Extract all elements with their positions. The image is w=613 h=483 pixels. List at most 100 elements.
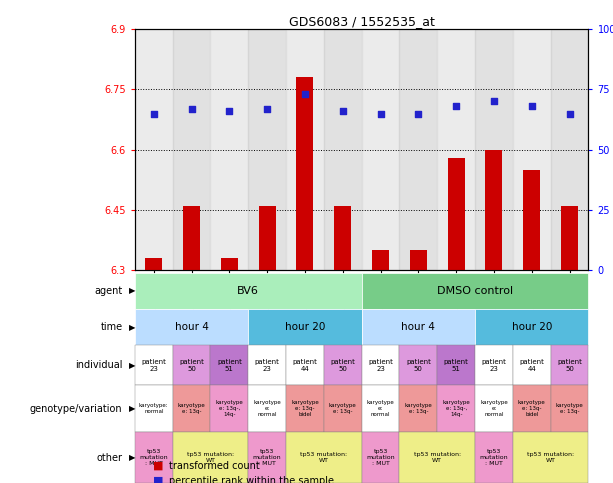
Bar xyxy=(286,432,362,483)
Bar xyxy=(475,309,588,345)
Text: karyotype
e: 13q-
bidel: karyotype e: 13q- bidel xyxy=(291,400,319,417)
Text: tp53 mutation:
WT: tp53 mutation: WT xyxy=(414,452,461,463)
Point xyxy=(527,102,537,110)
Bar xyxy=(362,385,400,432)
Title: GDS6083 / 1552535_at: GDS6083 / 1552535_at xyxy=(289,15,435,28)
Text: tp53
mutation
: MUT: tp53 mutation : MUT xyxy=(479,449,508,466)
Bar xyxy=(362,345,400,385)
Point xyxy=(262,105,272,113)
Bar xyxy=(400,345,437,385)
Bar xyxy=(286,29,324,270)
Bar xyxy=(513,385,550,432)
Bar xyxy=(135,273,362,309)
Bar xyxy=(447,158,465,270)
Bar xyxy=(135,29,173,270)
Text: percentile rank within the sample: percentile rank within the sample xyxy=(169,476,333,483)
Bar xyxy=(135,309,248,345)
Bar xyxy=(286,345,324,385)
Bar xyxy=(248,309,362,345)
Bar xyxy=(334,206,351,270)
Bar xyxy=(362,29,400,270)
Text: time: time xyxy=(101,322,123,332)
Bar xyxy=(400,29,437,270)
Point xyxy=(565,110,574,117)
Bar xyxy=(524,170,540,270)
Point xyxy=(149,110,159,117)
Bar xyxy=(475,432,513,483)
Bar xyxy=(513,345,550,385)
Text: hour 20: hour 20 xyxy=(512,322,552,332)
Bar xyxy=(135,432,173,483)
Text: patient
23: patient 23 xyxy=(142,359,166,372)
Bar xyxy=(210,385,248,432)
Point xyxy=(413,110,423,117)
Bar xyxy=(248,432,286,483)
Text: patient
51: patient 51 xyxy=(217,359,242,372)
Text: karyotype
e:
normal: karyotype e: normal xyxy=(480,400,508,417)
Bar xyxy=(475,29,513,270)
Text: transformed count: transformed count xyxy=(169,461,259,471)
Bar xyxy=(513,432,588,483)
Text: ■: ■ xyxy=(153,461,164,471)
Text: genotype/variation: genotype/variation xyxy=(30,404,123,414)
Text: tp53
mutation
: MUT: tp53 mutation : MUT xyxy=(253,449,281,466)
Text: patient
23: patient 23 xyxy=(482,359,506,372)
Bar xyxy=(362,273,588,309)
Text: ■: ■ xyxy=(153,476,164,483)
Text: tp53 mutation:
WT: tp53 mutation: WT xyxy=(187,452,234,463)
Text: BV6: BV6 xyxy=(237,286,259,296)
Text: patient
44: patient 44 xyxy=(292,359,318,372)
Text: karyotype
e: 13q-: karyotype e: 13q- xyxy=(329,403,357,414)
Bar xyxy=(372,250,389,270)
Text: ▶: ▶ xyxy=(129,404,135,413)
Bar xyxy=(561,206,578,270)
Text: ▶: ▶ xyxy=(129,323,135,332)
Bar xyxy=(173,29,210,270)
Bar xyxy=(475,345,513,385)
Bar xyxy=(362,432,400,483)
Text: DMSO control: DMSO control xyxy=(437,286,513,296)
Text: patient
50: patient 50 xyxy=(406,359,431,372)
Bar xyxy=(485,150,503,270)
Bar xyxy=(173,345,210,385)
Point xyxy=(376,110,386,117)
Bar xyxy=(173,385,210,432)
Text: tp53
mutation
: MUT: tp53 mutation : MUT xyxy=(366,449,395,466)
Text: karyotype
e:
normal: karyotype e: normal xyxy=(367,400,394,417)
Text: hour 4: hour 4 xyxy=(175,322,208,332)
Bar xyxy=(400,385,437,432)
Point xyxy=(489,98,499,105)
Bar xyxy=(210,29,248,270)
Bar xyxy=(135,345,173,385)
Bar xyxy=(248,385,286,432)
Point xyxy=(300,90,310,98)
Bar xyxy=(362,309,475,345)
Bar xyxy=(145,258,162,270)
Text: hour 4: hour 4 xyxy=(402,322,435,332)
Bar xyxy=(324,345,362,385)
Text: karyotype
e: 13q-,
14q-: karyotype e: 13q-, 14q- xyxy=(443,400,470,417)
Text: patient
23: patient 23 xyxy=(368,359,393,372)
Bar xyxy=(324,29,362,270)
Bar xyxy=(437,345,475,385)
Bar xyxy=(248,29,286,270)
Text: karyotype
e: 13q-: karyotype e: 13q- xyxy=(405,403,432,414)
Bar xyxy=(437,29,475,270)
Bar xyxy=(400,432,475,483)
Bar xyxy=(324,385,362,432)
Text: karyotype
e: 13q-: karyotype e: 13q- xyxy=(556,403,584,414)
Bar xyxy=(135,385,173,432)
Text: patient
50: patient 50 xyxy=(330,359,355,372)
Bar xyxy=(221,258,238,270)
Bar xyxy=(550,385,588,432)
Text: karyotype
e: 13q-
bidel: karyotype e: 13q- bidel xyxy=(518,400,546,417)
Bar xyxy=(259,206,276,270)
Bar xyxy=(550,345,588,385)
Point xyxy=(224,107,234,115)
Text: ▶: ▶ xyxy=(129,361,135,370)
Text: tp53
mutation
: MUT: tp53 mutation : MUT xyxy=(139,449,168,466)
Bar xyxy=(437,385,475,432)
Bar xyxy=(173,432,248,483)
Text: patient
51: patient 51 xyxy=(444,359,468,372)
Bar xyxy=(183,206,200,270)
